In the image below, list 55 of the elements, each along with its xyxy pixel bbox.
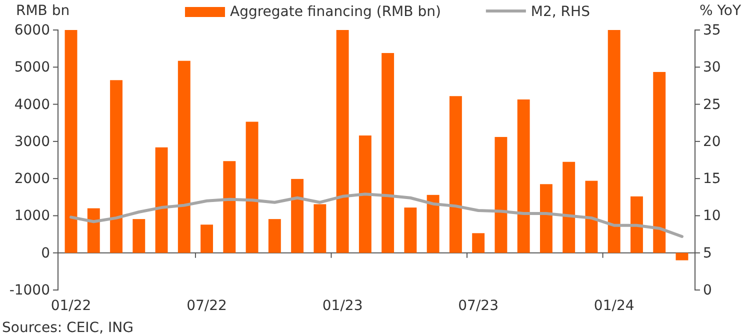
- y-tick-label: 5000: [14, 60, 50, 76]
- bar: [223, 161, 236, 253]
- bar: [449, 96, 462, 253]
- bar: [336, 30, 349, 253]
- y2-tick-label: 10: [703, 208, 721, 224]
- bar: [404, 208, 417, 253]
- bar: [472, 233, 485, 253]
- bar: [676, 252, 688, 260]
- bar: [246, 122, 258, 253]
- bar: [178, 60, 190, 253]
- bar: [608, 30, 620, 253]
- bar: [426, 194, 440, 253]
- bar: [64, 30, 78, 253]
- x-tick-label: 01/23: [322, 298, 363, 314]
- bar: [517, 99, 530, 253]
- y-tick-label: 1000: [14, 208, 50, 224]
- y2-tick-label: 35: [703, 22, 721, 38]
- bar: [562, 162, 576, 253]
- bar: [200, 224, 214, 253]
- y2-tick-label: 0: [703, 282, 712, 298]
- bar: [132, 219, 146, 253]
- bar: [540, 184, 552, 253]
- y2-tick-label: 25: [703, 96, 721, 113]
- y-tick-label: 3000: [14, 134, 50, 150]
- y-tick-label: 2000: [14, 171, 50, 188]
- bar: [494, 136, 508, 253]
- y2-tick-label: 5: [703, 245, 712, 262]
- bar: [87, 208, 100, 253]
- bar: [291, 178, 304, 253]
- bar: [268, 219, 281, 253]
- y-tick-label: 6000: [14, 22, 50, 38]
- y2-tick-label: 15: [703, 171, 721, 188]
- y-tick-label: 0: [41, 245, 50, 262]
- bar: [314, 204, 326, 253]
- bar: [110, 80, 122, 253]
- y2-axis-title: % YoY: [699, 3, 742, 19]
- bar: [155, 147, 168, 253]
- legend-label: Aggregate financing (RMB bn): [230, 4, 441, 20]
- legend-label: M2, RHS: [530, 4, 590, 20]
- x-tick-label: 07/22: [186, 298, 227, 314]
- y-axis-title: RMB bn: [16, 3, 70, 19]
- bar: [630, 196, 643, 253]
- bar: [382, 53, 394, 253]
- y2-tick-label: 30: [703, 60, 721, 76]
- y2-tick-label: 20: [703, 134, 721, 150]
- source-note: Sources: CEIC, ING: [2, 320, 134, 336]
- bar: [653, 72, 666, 253]
- x-tick-label: 01/24: [594, 298, 634, 314]
- x-tick-label: 01/22: [50, 298, 92, 314]
- line-series: [70, 192, 684, 238]
- bar: [585, 180, 598, 253]
- y-tick-label: -1000: [9, 282, 50, 298]
- bar: [358, 135, 372, 253]
- y-tick-label: 4000: [14, 96, 50, 113]
- x-tick-label: 07/23: [458, 298, 499, 314]
